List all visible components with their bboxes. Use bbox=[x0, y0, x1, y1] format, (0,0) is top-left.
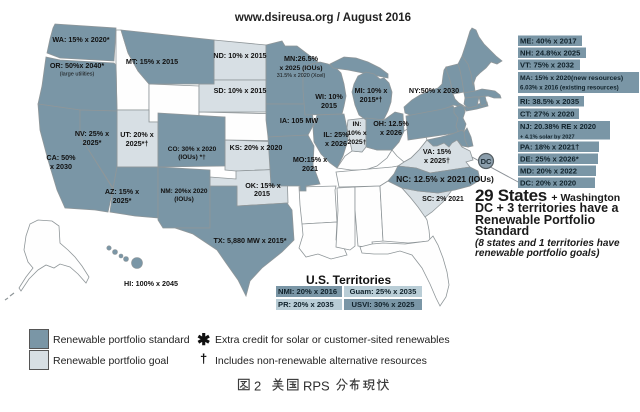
svg-text:(IOUs): (IOUs) bbox=[174, 196, 194, 203]
svg-text:MO:15% x: MO:15% x bbox=[293, 155, 327, 164]
svg-text:2021: 2021 bbox=[302, 164, 318, 173]
svg-text:NJ: 20.38% RE x 2020: NJ: 20.38% RE x 2020 bbox=[520, 122, 596, 131]
svg-text:OR: 50%x 2040*: OR: 50%x 2040* bbox=[50, 61, 105, 70]
svg-text:6.03% x 2016 (existing resourc: 6.03% x 2016 (existing resources) bbox=[520, 85, 619, 92]
svg-text:PA: 18% x 2021†: PA: 18% x 2021† bbox=[520, 143, 579, 152]
svg-text:HI: 100% x 2045: HI: 100% x 2045 bbox=[124, 279, 178, 288]
svg-text:WI: 10%: WI: 10% bbox=[315, 92, 343, 101]
svg-text:CA: 50%: CA: 50% bbox=[46, 153, 76, 162]
svg-text:DC: DC bbox=[481, 157, 492, 166]
svg-text:2015: 2015 bbox=[321, 101, 337, 110]
svg-text:x 2026: x 2026 bbox=[325, 139, 347, 148]
svg-text:RPS: RPS bbox=[303, 379, 330, 394]
svg-text:ND: 10% x 2015: ND: 10% x 2015 bbox=[213, 51, 266, 60]
svg-text:MA: 15% x 2020(new resources): MA: 15% x 2020(new resources) bbox=[520, 75, 623, 82]
svg-text:2025†: 2025† bbox=[348, 139, 367, 146]
svg-text:x 2026: x 2026 bbox=[380, 128, 402, 137]
svg-text:IL: 25%: IL: 25% bbox=[323, 130, 349, 139]
svg-text:CO: 30% x 2020: CO: 30% x 2020 bbox=[168, 146, 217, 153]
svg-text:NY:50% x 2030: NY:50% x 2030 bbox=[409, 86, 459, 95]
svg-text:AZ: 15% x: AZ: 15% x bbox=[105, 187, 139, 196]
svg-text:2025*: 2025* bbox=[113, 196, 132, 205]
svg-text:ME: 40% x 2017: ME: 40% x 2017 bbox=[520, 37, 577, 46]
svg-text:OH: 12.5%: OH: 12.5% bbox=[373, 119, 409, 128]
svg-text:SD: 10% x 2015: SD: 10% x 2015 bbox=[214, 86, 267, 95]
svg-text:CT: 27% x 2020: CT: 27% x 2020 bbox=[520, 110, 574, 119]
svg-text:(large utilities): (large utilities) bbox=[60, 72, 95, 78]
svg-text:2015: 2015 bbox=[254, 189, 270, 198]
svg-text:WA: 15% x 2020*: WA: 15% x 2020* bbox=[52, 35, 109, 44]
svg-text:x 2030: x 2030 bbox=[50, 162, 72, 171]
svg-text:DC: 20% x 2020: DC: 20% x 2020 bbox=[520, 179, 576, 188]
svg-text:DE: 25% x 2026*: DE: 25% x 2026* bbox=[520, 155, 579, 164]
svg-text:IA: 105 MW: IA: 105 MW bbox=[280, 116, 319, 125]
svg-text:2025*†: 2025*† bbox=[126, 139, 149, 148]
svg-text:UT: 20% x: UT: 20% x bbox=[120, 130, 154, 139]
svg-text:x 2025†: x 2025† bbox=[424, 156, 450, 165]
svg-text:VA: 15%: VA: 15% bbox=[423, 147, 452, 156]
svg-text:TX: 5,880 MW x 2015*: TX: 5,880 MW x 2015* bbox=[213, 236, 286, 245]
svg-text:KS: 20% x 2020: KS: 20% x 2020 bbox=[230, 143, 283, 152]
svg-text:2025*: 2025* bbox=[83, 138, 102, 147]
svg-text:MT: 15% x 2015: MT: 15% x 2015 bbox=[126, 57, 178, 66]
svg-text:MI: 10% x: MI: 10% x bbox=[355, 86, 388, 95]
svg-text:SC: 2% 2021: SC: 2% 2021 bbox=[422, 196, 464, 203]
svg-text:MD: 20% x 2022: MD: 20% x 2022 bbox=[520, 167, 577, 176]
svg-text:NV: 25% x: NV: 25% x bbox=[75, 129, 109, 138]
svg-text:OK: 15% x: OK: 15% x bbox=[245, 181, 281, 190]
svg-text:2015*†: 2015*† bbox=[360, 95, 383, 104]
svg-text:10% x: 10% x bbox=[347, 130, 366, 137]
svg-text:(IOUs) *†: (IOUs) *† bbox=[178, 154, 206, 161]
svg-text:MN:26.5%: MN:26.5% bbox=[284, 54, 319, 63]
svg-text:RI: 38.5% x 2035: RI: 38.5% x 2035 bbox=[520, 97, 580, 106]
svg-text:NH: 24.8%x 2025: NH: 24.8%x 2025 bbox=[520, 49, 581, 58]
svg-text:VT: 75% x 2032: VT: 75% x 2032 bbox=[520, 61, 574, 70]
svg-text:NM: 20%x 2020: NM: 20%x 2020 bbox=[161, 188, 208, 195]
svg-text:NC: 12.5% x 2021 (IOUs): NC: 12.5% x 2021 (IOUs) bbox=[396, 174, 494, 184]
svg-text:31.5% x 2020 (Xcel): 31.5% x 2020 (Xcel) bbox=[277, 73, 326, 79]
svg-text:+ 4.1% solar by 2027: + 4.1% solar by 2027 bbox=[520, 135, 575, 141]
svg-text:x 2025 (IOUs): x 2025 (IOUs) bbox=[279, 65, 322, 72]
svg-text:IN:: IN: bbox=[352, 121, 361, 128]
svg-text:2: 2 bbox=[254, 379, 261, 394]
